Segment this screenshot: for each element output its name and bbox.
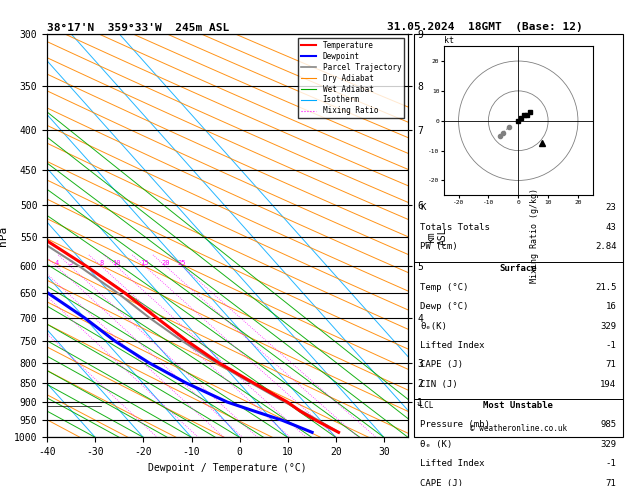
Text: 71: 71: [606, 360, 616, 369]
Y-axis label: km
ASL: km ASL: [426, 227, 447, 244]
Text: 194: 194: [600, 380, 616, 389]
Text: -1: -1: [606, 459, 616, 468]
Text: 5: 5: [69, 260, 73, 266]
Text: CIN (J): CIN (J): [420, 380, 458, 389]
Text: Totals Totals: Totals Totals: [420, 223, 490, 232]
Text: θₑ (K): θₑ (K): [420, 440, 452, 449]
Text: Pressure (mb): Pressure (mb): [420, 420, 490, 430]
Text: 38°17'N  359°33'W  245m ASL: 38°17'N 359°33'W 245m ASL: [47, 23, 230, 33]
Text: Temp (°C): Temp (°C): [420, 283, 469, 292]
Text: 329: 329: [600, 322, 616, 330]
Text: 43: 43: [606, 223, 616, 232]
Text: -1: -1: [606, 341, 616, 350]
X-axis label: Dewpoint / Temperature (°C): Dewpoint / Temperature (°C): [148, 463, 307, 473]
Text: Most Unstable: Most Unstable: [483, 401, 553, 410]
Text: ¹LCL: ¹LCL: [415, 401, 434, 410]
Text: 2.84: 2.84: [595, 242, 616, 251]
Text: CAPE (J): CAPE (J): [420, 360, 463, 369]
Text: 985: 985: [600, 420, 616, 430]
Text: 20: 20: [162, 260, 170, 266]
Text: 23: 23: [606, 204, 616, 212]
Text: K: K: [420, 204, 425, 212]
Text: θₑ(K): θₑ(K): [420, 322, 447, 330]
Text: 10: 10: [112, 260, 121, 266]
Y-axis label: hPa: hPa: [0, 226, 8, 246]
Text: 8: 8: [99, 260, 103, 266]
Legend: Temperature, Dewpoint, Parcel Trajectory, Dry Adiabat, Wet Adiabat, Isotherm, Mi: Temperature, Dewpoint, Parcel Trajectory…: [298, 38, 404, 119]
Text: 25: 25: [178, 260, 186, 266]
Text: 31.05.2024  18GMT  (Base: 12): 31.05.2024 18GMT (Base: 12): [387, 22, 582, 32]
Text: Surface: Surface: [499, 263, 537, 273]
Text: © weatheronline.co.uk: © weatheronline.co.uk: [470, 424, 567, 434]
Text: PW (cm): PW (cm): [420, 242, 458, 251]
Text: 329: 329: [600, 440, 616, 449]
Text: 4: 4: [54, 260, 58, 266]
Text: Lifted Index: Lifted Index: [420, 459, 484, 468]
Text: 71: 71: [606, 479, 616, 486]
Text: CAPE (J): CAPE (J): [420, 479, 463, 486]
Text: 15: 15: [141, 260, 149, 266]
Text: Lifted Index: Lifted Index: [420, 341, 484, 350]
Text: 16: 16: [606, 302, 616, 311]
Text: Dewp (°C): Dewp (°C): [420, 302, 469, 311]
Text: Mixing Ratio (g/kg): Mixing Ratio (g/kg): [530, 188, 539, 283]
Text: 21.5: 21.5: [595, 283, 616, 292]
